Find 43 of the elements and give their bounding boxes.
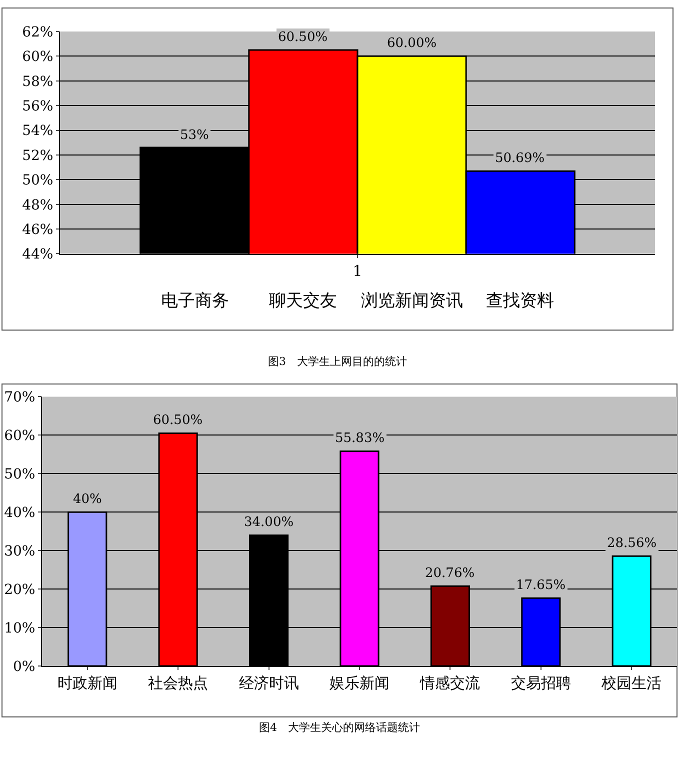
y-tick-label: 46%: [22, 222, 54, 238]
y-tick-label: 10%: [4, 620, 36, 636]
y-tick-label: 52%: [22, 148, 54, 164]
data-label: 55.83%: [335, 431, 385, 446]
series-label: 电子商务: [161, 291, 229, 311]
y-tick-label: 56%: [22, 98, 54, 114]
y-tick-label: 50%: [22, 172, 54, 189]
x-tick-label: 娱乐新闻: [330, 674, 390, 692]
x-tick-label: 交易招聘: [510, 674, 571, 692]
data-label: 40%: [73, 492, 102, 507]
x-tick-label: 经济时讯: [238, 674, 299, 692]
y-tick-label: 40%: [4, 505, 36, 522]
x-tick-label: 时政新闻: [57, 674, 118, 692]
y-tick-label: 60%: [4, 428, 36, 444]
y-tick-label: 0%: [12, 658, 36, 675]
y-tick-label: 48%: [22, 197, 54, 214]
data-label: 28.56%: [607, 536, 657, 551]
data-label: 34.00%: [244, 515, 294, 530]
y-tick-label: 30%: [4, 543, 36, 560]
data-label: 53%: [180, 128, 209, 143]
x-tick-label: 社会热点: [148, 674, 208, 692]
caption: 图4 大学生关心的网络话题统计: [259, 721, 420, 734]
y-tick-label: 20%: [4, 582, 36, 598]
series-label: 查找资料: [486, 291, 554, 311]
x-tick-label: 1: [352, 262, 362, 280]
y-tick-label: 70%: [4, 390, 36, 406]
data-label: 50.69%: [495, 151, 545, 166]
data-label: 20.76%: [425, 566, 475, 581]
x-tick-label: 情感交流: [419, 674, 480, 692]
y-tick-label: 62%: [22, 24, 54, 40]
data-label: 60.50%: [278, 30, 328, 45]
x-tick-label: 校园生活: [600, 674, 662, 692]
data-label: 60.50%: [153, 413, 203, 428]
y-tick-label: 50%: [4, 466, 36, 483]
data-label: 60.00%: [387, 36, 437, 51]
y-tick-label: 54%: [22, 123, 54, 140]
data-label: 17.65%: [516, 578, 566, 593]
caption: 图3 大学生上网目的的统计: [268, 355, 407, 368]
series-label: 浏览新闻资讯: [361, 291, 463, 311]
y-tick-label: 58%: [22, 74, 54, 90]
series-label: 聊天交友: [269, 291, 337, 311]
y-tick-label: 60%: [22, 49, 54, 66]
y-tick-label: 44%: [22, 246, 54, 263]
